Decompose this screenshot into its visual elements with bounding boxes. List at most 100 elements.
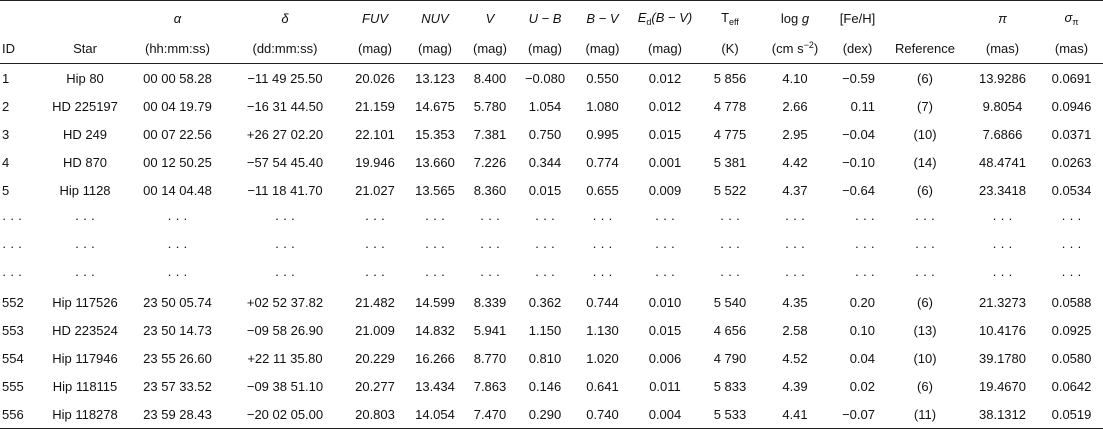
table-cell: Hip 1128 bbox=[59, 182, 111, 198]
header-text: eff bbox=[729, 16, 739, 27]
table-cell: 1.080 bbox=[586, 98, 619, 114]
table-cell: +02 52 37.82 bbox=[246, 294, 324, 310]
table-cell: · · · bbox=[274, 266, 296, 282]
table-cell: 19.4670 bbox=[979, 378, 1026, 394]
table-cell: 0.995 bbox=[586, 126, 619, 142]
table-cell: 00 14 04.48 bbox=[143, 182, 212, 198]
table-cell: 0.001 bbox=[648, 154, 682, 170]
table-cell: · · · bbox=[167, 210, 188, 226]
table-cell: · · · bbox=[992, 210, 1013, 226]
table-cell: 7.863 bbox=[473, 378, 507, 394]
header-cell: [Fe/H] bbox=[830, 1, 885, 34]
header-cell: (mas) bbox=[1040, 33, 1103, 64]
table-cell: 0.550 bbox=[586, 70, 619, 86]
table-cell: HD 223524 bbox=[52, 322, 118, 338]
table-cell: 4.39 bbox=[782, 378, 808, 394]
table-cell: −09 58 26.90 bbox=[246, 322, 324, 338]
table-row: 1 Hip 80 00 00 58.28 −11 49 25.50 20.026 13.1… bbox=[0, 64, 1103, 93]
table-cell: 0.010 bbox=[648, 294, 682, 310]
table-cell: 0.744 bbox=[586, 294, 619, 310]
table-cell: · · · bbox=[424, 210, 446, 226]
table-cell: · · · bbox=[784, 210, 806, 226]
table-cell: · · · bbox=[914, 266, 936, 282]
table-cell: · · · bbox=[479, 266, 501, 282]
table-cell: 0.10 bbox=[849, 322, 875, 338]
table-cell: 0.012 bbox=[648, 98, 682, 114]
table-cell: · · · bbox=[364, 210, 386, 226]
table-cell: −0.64 bbox=[842, 182, 875, 198]
table-body: 1 Hip 80 00 00 58.28 −11 49 25.50 20.026 13.1… bbox=[0, 64, 1103, 429]
table-cell: 23 50 14.73 bbox=[143, 322, 212, 338]
table-cell: 556 bbox=[2, 406, 24, 422]
table-row: · · · · · · · · · · · · · · · · · · · · · · · ·… bbox=[0, 204, 1103, 232]
table-cell: 0.0580 bbox=[1051, 350, 1092, 366]
header-text: E bbox=[637, 9, 647, 25]
table-cell: 0.0371 bbox=[1051, 126, 1092, 142]
table-cell: 5 856 bbox=[713, 70, 747, 86]
header-text: Star bbox=[73, 40, 97, 56]
table-cell: 5 bbox=[2, 182, 10, 198]
table-cell: 8.770 bbox=[473, 350, 507, 366]
header-cell: (dd:mm:ss) bbox=[225, 33, 345, 64]
header-cell: σπ bbox=[1040, 1, 1103, 34]
table-cell: · · · bbox=[424, 238, 446, 254]
table-cell: 0.0519 bbox=[1051, 406, 1092, 422]
table-cell: 4 bbox=[2, 154, 10, 170]
table-cell: 0.015 bbox=[648, 322, 682, 338]
table-cell: 21.3273 bbox=[979, 294, 1026, 310]
table-cell: 1.150 bbox=[528, 322, 562, 338]
table-cell: 2 bbox=[2, 98, 10, 114]
header-cell: (mag) bbox=[630, 33, 700, 64]
table-cell: · · · bbox=[479, 210, 501, 226]
table-cell: Hip 117526 bbox=[52, 294, 118, 310]
table-row: · · · · · · · · · · · · · · · · · · · · · · · ·… bbox=[0, 232, 1103, 260]
table-cell: 0.0946 bbox=[1051, 98, 1092, 114]
table-cell: (10) bbox=[913, 350, 937, 366]
table-cell: · · · bbox=[167, 266, 188, 282]
table-cell: · · · bbox=[719, 266, 741, 282]
table-cell: · · · bbox=[2, 266, 23, 282]
table-cell: · · · bbox=[784, 266, 806, 282]
table-cell: 0.0588 bbox=[1051, 294, 1092, 310]
table-cell: 13.123 bbox=[415, 70, 455, 86]
table-cell: +26 27 02.20 bbox=[246, 126, 324, 142]
header-text: V bbox=[485, 10, 495, 26]
header-cell: (K) bbox=[700, 33, 760, 64]
header-text: (mag) bbox=[585, 40, 620, 56]
table-cell: 10.4176 bbox=[979, 322, 1026, 338]
table-cell: −09 38 51.10 bbox=[246, 378, 324, 394]
table-cell: · · · bbox=[274, 210, 296, 226]
table-cell: · · · bbox=[854, 266, 875, 282]
table-cell: · · · bbox=[719, 210, 741, 226]
header-text: log bbox=[780, 10, 802, 26]
table-cell: 0.655 bbox=[586, 182, 619, 198]
table-cell: 14.599 bbox=[415, 294, 455, 310]
header-cell: ID bbox=[0, 33, 40, 64]
table-cell: 00 04 19.79 bbox=[143, 98, 212, 114]
table-cell: 20.803 bbox=[355, 406, 395, 422]
header-text: g bbox=[801, 10, 810, 26]
header-text: ID bbox=[2, 40, 15, 56]
header-text: σ bbox=[1064, 9, 1073, 25]
table-cell: (7) bbox=[917, 98, 933, 114]
table-cell: 38.1312 bbox=[979, 406, 1026, 422]
table-cell: (6) bbox=[917, 294, 933, 310]
header-cell bbox=[40, 1, 130, 34]
table-cell: · · · bbox=[534, 266, 556, 282]
table-cell: 4.37 bbox=[782, 182, 808, 198]
table-cell: 0.04 bbox=[849, 350, 875, 366]
table-cell: 8.360 bbox=[473, 182, 507, 198]
table-cell: −16 31 44.50 bbox=[246, 98, 324, 114]
header-cell: V bbox=[465, 1, 515, 34]
table-cell: 13.9286 bbox=[979, 70, 1026, 86]
table-cell: 13.434 bbox=[415, 378, 455, 394]
table-cell: 4.52 bbox=[782, 350, 808, 366]
header-cell: δ bbox=[225, 1, 345, 34]
header-text: (mas) bbox=[1054, 40, 1089, 56]
header-text: (dex) bbox=[842, 40, 873, 56]
table-cell: −20 02 05.00 bbox=[246, 406, 324, 422]
table-cell: 553 bbox=[2, 322, 24, 338]
